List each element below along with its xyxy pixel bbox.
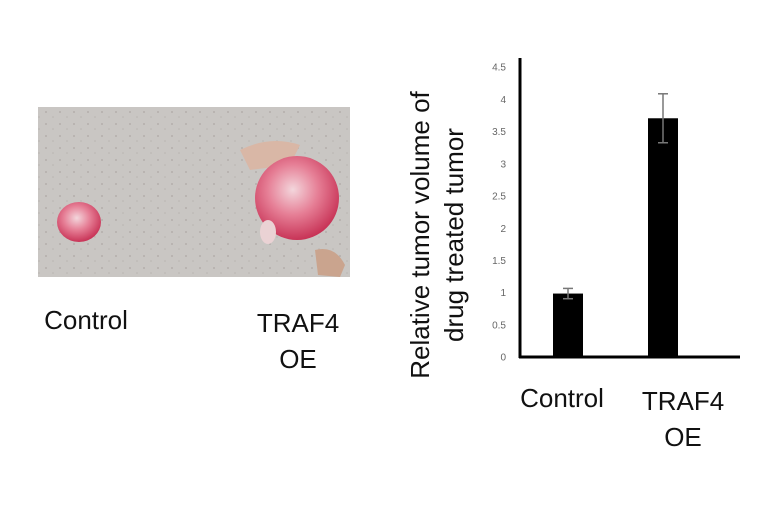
y-axis-label-line: drug treated tumor: [439, 128, 469, 342]
y-tick-label: 4.5: [492, 63, 506, 74]
y-axis-label-line: Relative tumor volume of: [405, 91, 435, 379]
y-tick-label: 0.5: [492, 320, 506, 331]
y-tick-label: 2.5: [492, 192, 506, 203]
y-tick-label: 2: [500, 224, 506, 235]
x-tick-label: TRAF4 OE: [641, 386, 725, 452]
y-tick-label: 1.5: [492, 256, 506, 267]
y-tick-label: 1: [500, 288, 506, 299]
photo-label: TRAF4 OE: [256, 308, 340, 374]
y-tick-label: 0: [500, 353, 506, 364]
y-axis-label: Relative tumor volume of drug treated tu…: [403, 91, 471, 379]
bar: [553, 293, 583, 358]
y-tick-label: 3: [500, 159, 506, 170]
photo-label: Control: [44, 305, 128, 335]
y-tick-label: 4: [500, 95, 506, 106]
x-tick-label: Control: [520, 383, 604, 413]
tumor-photo: [38, 107, 350, 277]
bar: [648, 118, 678, 359]
y-tick-label: 3.5: [492, 127, 506, 138]
